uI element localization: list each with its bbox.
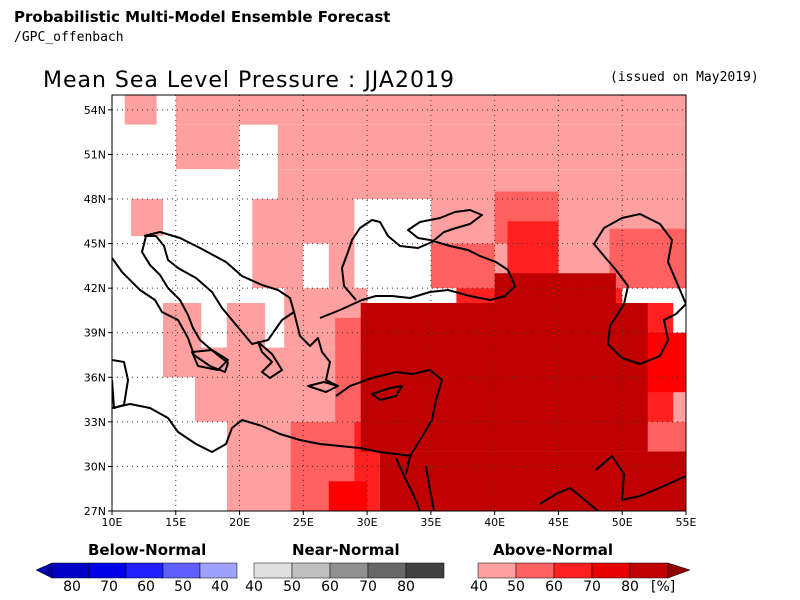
lon-tick-label: 25E (293, 516, 314, 529)
lat-tick-label: 30N (84, 460, 106, 473)
issued-date: (issued on May2019) (610, 70, 759, 85)
legend-arrow-right (667, 562, 691, 579)
legend-above-label: 70 (583, 579, 601, 595)
legend-swatch (405, 562, 445, 579)
map-frame (111, 94, 687, 512)
lat-tick-label: 48N (84, 193, 106, 206)
legend-above-label: 80 (621, 579, 639, 595)
legend-near-label: 70 (359, 579, 377, 595)
prob-cell-a40 (175, 95, 686, 125)
prob-cell-a40 (252, 243, 304, 289)
legend-swatch (199, 562, 238, 579)
prob-cell-a40 (124, 95, 157, 125)
legend-near-label: 80 (397, 579, 415, 595)
legend-swatch (553, 562, 593, 579)
prob-cell-a40 (277, 124, 686, 170)
lat-tick-label: 27N (84, 505, 106, 518)
legend-swatch (515, 562, 555, 579)
lat-tick-label: 45N (84, 238, 106, 251)
legend-unit: [%] (651, 579, 676, 595)
lat-tick-label: 33N (84, 416, 106, 429)
prob-cell-a80 (494, 273, 616, 303)
axis-ticks: 10E 15E 20E 25E 30E 35E 40E 45E 50E 55E 27N 30N 33N 3… (84, 104, 697, 529)
legend-swatch (51, 562, 90, 579)
lon-tick-label: 55E (676, 516, 697, 529)
legend-swatch (291, 562, 331, 579)
map-title: Mean Sea Level Pressure : JJA2019 (43, 68, 455, 93)
legend-swatch (88, 562, 127, 579)
lon-tick-label: 40E (484, 516, 505, 529)
legend-swatch (162, 562, 201, 579)
legend-above-label: 40 (470, 579, 488, 595)
header-source: /GPC_offenbach (14, 30, 124, 45)
lon-tick-label: 15E (165, 516, 186, 529)
legend-swatch (477, 562, 517, 579)
no-signal-cell (112, 377, 164, 511)
legend-near-label: 60 (321, 579, 339, 595)
legend-above-label: 50 (507, 579, 525, 595)
legend-near-label: 50 (283, 579, 301, 595)
legend-arrow-left (35, 562, 53, 579)
no-signal-cell (163, 421, 195, 511)
lat-tick-label: 36N (84, 371, 106, 384)
header-title: Probabilistic Multi-Model Ensemble Forec… (14, 8, 391, 26)
lon-tick-label: 35E (420, 516, 441, 529)
prob-cell-a40 (131, 199, 164, 237)
lat-tick-label: 51N (84, 148, 106, 161)
legend-swatch (125, 562, 164, 579)
legend-near-label: 40 (245, 579, 263, 595)
lon-tick-label: 30E (357, 516, 378, 529)
legend-below-label: 80 (63, 579, 81, 595)
lat-tick-label: 39N (84, 327, 106, 340)
prob-cell-a80 (379, 451, 686, 511)
lon-tick-label: 45E (548, 516, 569, 529)
legend-swatch (591, 562, 631, 579)
no-signal-cell (194, 421, 227, 511)
legend-swatch (329, 562, 369, 579)
lat-tick-label: 42N (84, 282, 106, 295)
graticule (112, 95, 686, 511)
prob-cell-a50 (430, 243, 495, 289)
legend-below-normal-title: Below-Normal (88, 541, 207, 559)
legend-swatch (253, 562, 293, 579)
prob-cell-a40 (277, 169, 686, 199)
legend-below-label: 70 (100, 579, 118, 595)
coastlines (112, 209, 686, 511)
probability-cells (112, 95, 686, 511)
legend-below-label: 50 (174, 579, 192, 595)
lon-tick-label: 10E (102, 516, 123, 529)
lat-tick-label: 54N (84, 104, 106, 117)
lon-tick-label: 20E (229, 516, 250, 529)
legend-swatch (629, 562, 669, 579)
legend-colorbar (35, 562, 691, 579)
legend-below-label: 40 (211, 579, 229, 595)
legend-above-normal-title: Above-Normal (493, 541, 613, 559)
prob-cell-a40 (175, 124, 240, 170)
legend-near-normal-title: Near-Normal (292, 541, 400, 559)
prob-cell-a80 (360, 303, 648, 452)
lon-tick-label: 50E (612, 516, 633, 529)
legend-below-label: 60 (137, 579, 155, 595)
prob-cell-a70 (328, 481, 368, 511)
legend-above-label: 60 (545, 579, 563, 595)
legend-swatch (367, 562, 407, 579)
